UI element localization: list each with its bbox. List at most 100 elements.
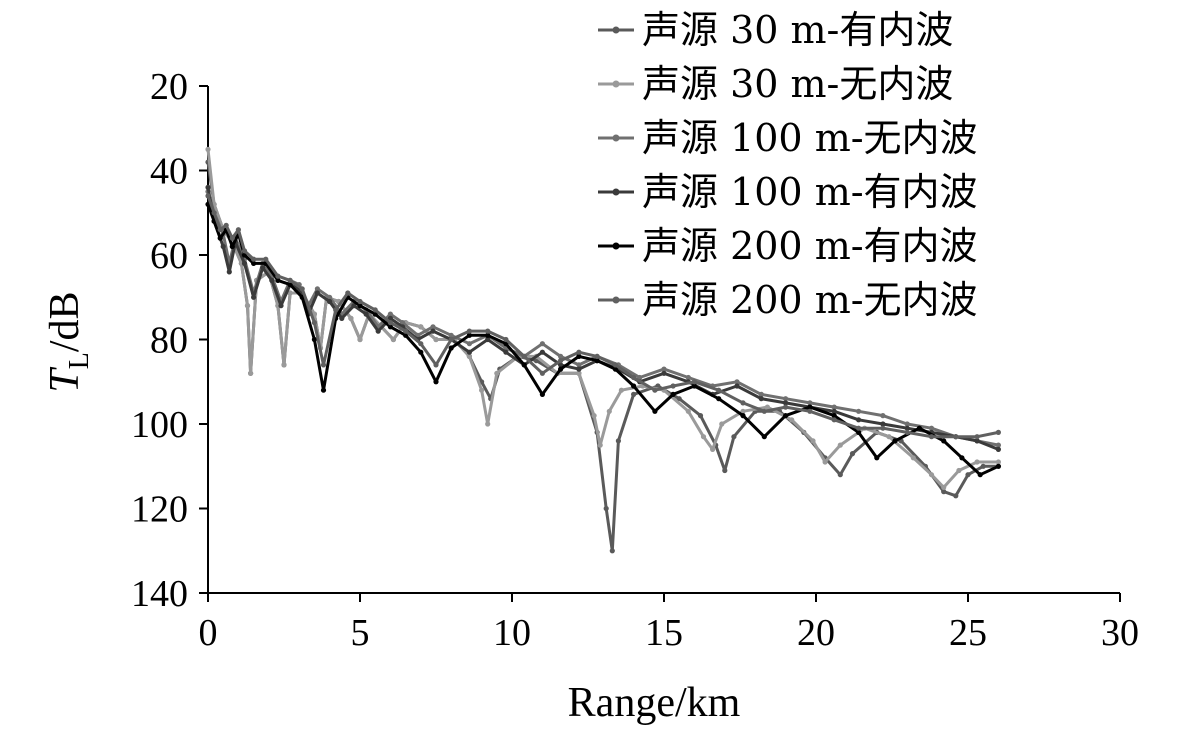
data-point [591, 413, 597, 419]
data-point [722, 467, 728, 474]
data-point [558, 366, 564, 372]
data-point [910, 455, 916, 461]
data-point [822, 459, 828, 465]
data-point [251, 260, 257, 266]
data-point [576, 366, 582, 372]
data-point [856, 429, 862, 435]
data-point [217, 235, 223, 241]
y-tick-label: 140 [131, 573, 188, 615]
data-point [631, 391, 637, 397]
data-point [311, 320, 317, 326]
data-point [558, 358, 564, 364]
data-point [211, 210, 217, 216]
legend-label: 声源 30 m-无内波 [642, 62, 953, 106]
data-point [311, 336, 317, 343]
data-point [479, 387, 485, 393]
data-point [661, 370, 667, 376]
data-point [269, 277, 275, 283]
data-point [731, 434, 737, 440]
data-point [764, 404, 771, 410]
data-point [904, 429, 910, 435]
data-point [758, 391, 764, 397]
legend-item: 声源 30 m-无内波 [598, 62, 953, 106]
legend-swatch-marker [612, 80, 620, 88]
data-point [418, 349, 424, 355]
data-point [466, 349, 472, 355]
data-point [430, 324, 436, 330]
data-point [959, 455, 965, 461]
legend-label: 声源 200 m-无内波 [642, 278, 978, 322]
data-point [670, 383, 676, 389]
data-point [856, 425, 862, 431]
data-point [387, 324, 393, 330]
data-point [904, 421, 910, 427]
data-point [670, 391, 676, 397]
data-point [612, 366, 619, 372]
data-point [831, 417, 837, 423]
data-point [244, 303, 251, 309]
data-point [783, 404, 789, 410]
data-point [676, 396, 682, 402]
data-point [880, 421, 886, 427]
data-point [874, 455, 880, 461]
data-point [357, 298, 363, 305]
data-point [278, 303, 284, 309]
data-point [831, 413, 837, 419]
data-point [351, 303, 357, 309]
data-point [448, 332, 454, 338]
data-point [299, 286, 305, 292]
data-point [652, 387, 658, 393]
data-point [357, 303, 363, 309]
data-point [400, 320, 406, 326]
data-point [448, 345, 454, 351]
data-point [576, 370, 582, 376]
y-axis-title-unit: /dB [42, 291, 88, 352]
data-point [494, 370, 500, 376]
data-point [941, 438, 947, 444]
data-point [904, 425, 910, 431]
legend-swatch-marker [612, 296, 620, 304]
data-point [837, 442, 843, 448]
y-tick-label: 20 [150, 66, 188, 108]
data-point [734, 383, 740, 389]
y-tick-label: 40 [150, 151, 188, 193]
legend-swatch-marker [612, 134, 620, 142]
data-point [615, 438, 622, 444]
data-point [761, 408, 767, 414]
data-point [433, 379, 439, 385]
data-point [503, 349, 509, 355]
data-point [576, 349, 582, 355]
data-point [609, 548, 615, 554]
data-point [807, 408, 813, 414]
data-point [810, 438, 816, 444]
data-point [372, 307, 378, 313]
data-point [275, 273, 281, 279]
data-point [716, 387, 722, 393]
y-tick-label: 120 [131, 489, 188, 531]
data-point [229, 235, 235, 241]
legend-label: 声源 100 m-无内波 [642, 116, 978, 160]
data-point [539, 349, 546, 355]
data-point [953, 493, 959, 499]
data-point [248, 370, 254, 376]
data-point [807, 404, 813, 410]
data-point [275, 277, 281, 283]
data-point [217, 227, 223, 233]
data-point [521, 362, 527, 368]
data-point [652, 408, 658, 414]
legend-item: 声源 100 m-无内波 [598, 116, 978, 160]
data-point [761, 434, 767, 440]
x-axis-title: Range/km [568, 680, 741, 726]
data-point [327, 294, 333, 300]
data-point [220, 243, 226, 250]
series-line [206, 202, 1000, 477]
data-point [320, 362, 327, 368]
legend-swatch-marker [612, 26, 620, 34]
data-point [831, 408, 837, 414]
data-point [466, 328, 472, 334]
data-point [697, 413, 704, 419]
data-point [956, 467, 962, 474]
data-point [314, 290, 320, 296]
data-point [387, 311, 393, 317]
